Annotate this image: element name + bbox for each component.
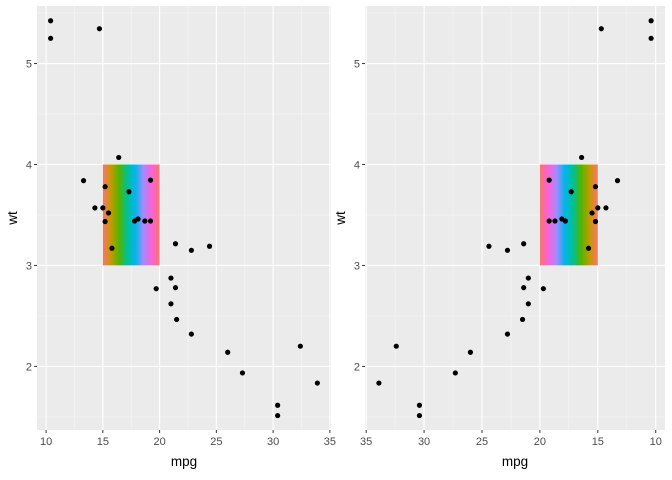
data-point xyxy=(585,245,592,251)
data-point xyxy=(525,301,531,307)
y-tick-label: 5 xyxy=(26,59,32,71)
data-point xyxy=(48,35,54,41)
data-point xyxy=(393,343,399,349)
data-point xyxy=(592,218,599,225)
data-point xyxy=(603,205,609,211)
data-point xyxy=(168,301,174,307)
data-point xyxy=(188,247,194,253)
data-point xyxy=(504,331,511,337)
x-axis-title: mpg xyxy=(502,454,528,469)
data-point xyxy=(452,370,458,376)
data-point xyxy=(96,26,103,32)
data-point xyxy=(589,210,595,216)
data-point xyxy=(206,243,213,249)
data-point xyxy=(519,316,526,323)
data-point xyxy=(80,178,87,184)
y-axis-title: wt xyxy=(5,211,20,226)
x-tick-label: 15 xyxy=(592,436,604,448)
x-tick-label: 20 xyxy=(153,436,165,448)
y-tick-label: 4 xyxy=(354,159,360,171)
x-tick-label: 15 xyxy=(97,436,109,448)
y-axis-title: wt xyxy=(333,211,348,226)
panel-background xyxy=(37,6,331,430)
data-point xyxy=(239,370,246,376)
data-point xyxy=(100,205,106,211)
data-point xyxy=(598,26,604,32)
data-point xyxy=(188,331,194,337)
data-point xyxy=(132,218,138,224)
data-point xyxy=(648,18,654,24)
data-point xyxy=(109,245,115,251)
data-point xyxy=(540,286,546,292)
y-tick-label: 3 xyxy=(26,260,32,272)
data-point xyxy=(592,184,599,190)
data-point xyxy=(48,18,54,24)
data-point xyxy=(275,412,281,419)
data-point xyxy=(174,316,180,323)
x-axis-title: mpg xyxy=(171,454,197,469)
data-point xyxy=(376,380,382,386)
x-tick-label: 35 xyxy=(324,436,336,448)
data-point xyxy=(172,241,179,247)
data-point xyxy=(297,343,303,349)
data-point xyxy=(153,286,159,292)
panel-background xyxy=(365,6,665,430)
data-point xyxy=(614,178,621,184)
x-tick-label: 30 xyxy=(418,436,430,448)
data-point xyxy=(126,189,132,195)
data-point xyxy=(168,275,174,281)
data-point xyxy=(552,218,558,224)
y-tick-label: 2 xyxy=(354,361,360,373)
data-point xyxy=(568,189,574,195)
y-tick-label: 5 xyxy=(354,59,360,71)
right-scatter-panel: 35 30 25 20 15 10 2 3 4 5 mpg wt xyxy=(333,6,665,469)
data-point xyxy=(92,205,98,211)
x-tick-label: 20 xyxy=(534,436,546,448)
data-point xyxy=(504,247,511,253)
data-point xyxy=(314,380,320,386)
y-tick-label: 4 xyxy=(26,159,32,171)
data-point xyxy=(147,177,154,183)
y-tick-label: 2 xyxy=(26,361,32,373)
x-tick-label: 35 xyxy=(360,436,372,448)
y-tick-label: 3 xyxy=(354,260,360,272)
data-point xyxy=(416,402,423,408)
data-point xyxy=(595,205,601,211)
x-tick-label: 10 xyxy=(40,436,52,448)
data-point xyxy=(116,154,122,161)
data-point xyxy=(172,285,179,291)
data-point xyxy=(521,285,527,291)
x-tick-label: 25 xyxy=(476,436,488,448)
x-tick-label: 30 xyxy=(267,436,279,448)
data-point xyxy=(102,218,108,225)
data-point xyxy=(142,218,148,224)
data-point xyxy=(546,218,552,224)
data-point xyxy=(275,402,281,408)
data-point xyxy=(579,154,585,161)
data-point xyxy=(416,412,423,419)
data-point xyxy=(102,184,108,190)
data-point xyxy=(521,241,527,247)
x-tick-label: 25 xyxy=(210,436,222,448)
data-point xyxy=(105,210,112,216)
data-point xyxy=(486,243,492,249)
data-point xyxy=(525,275,531,281)
data-point xyxy=(225,349,231,355)
data-point xyxy=(467,349,474,355)
data-point xyxy=(546,177,552,183)
x-tick-label: 10 xyxy=(650,436,662,448)
data-point xyxy=(648,35,654,41)
data-point xyxy=(147,218,154,224)
data-point xyxy=(562,218,568,224)
left-scatter-panel: 10 15 20 25 30 35 2 3 4 5 mpg wt xyxy=(5,6,336,469)
